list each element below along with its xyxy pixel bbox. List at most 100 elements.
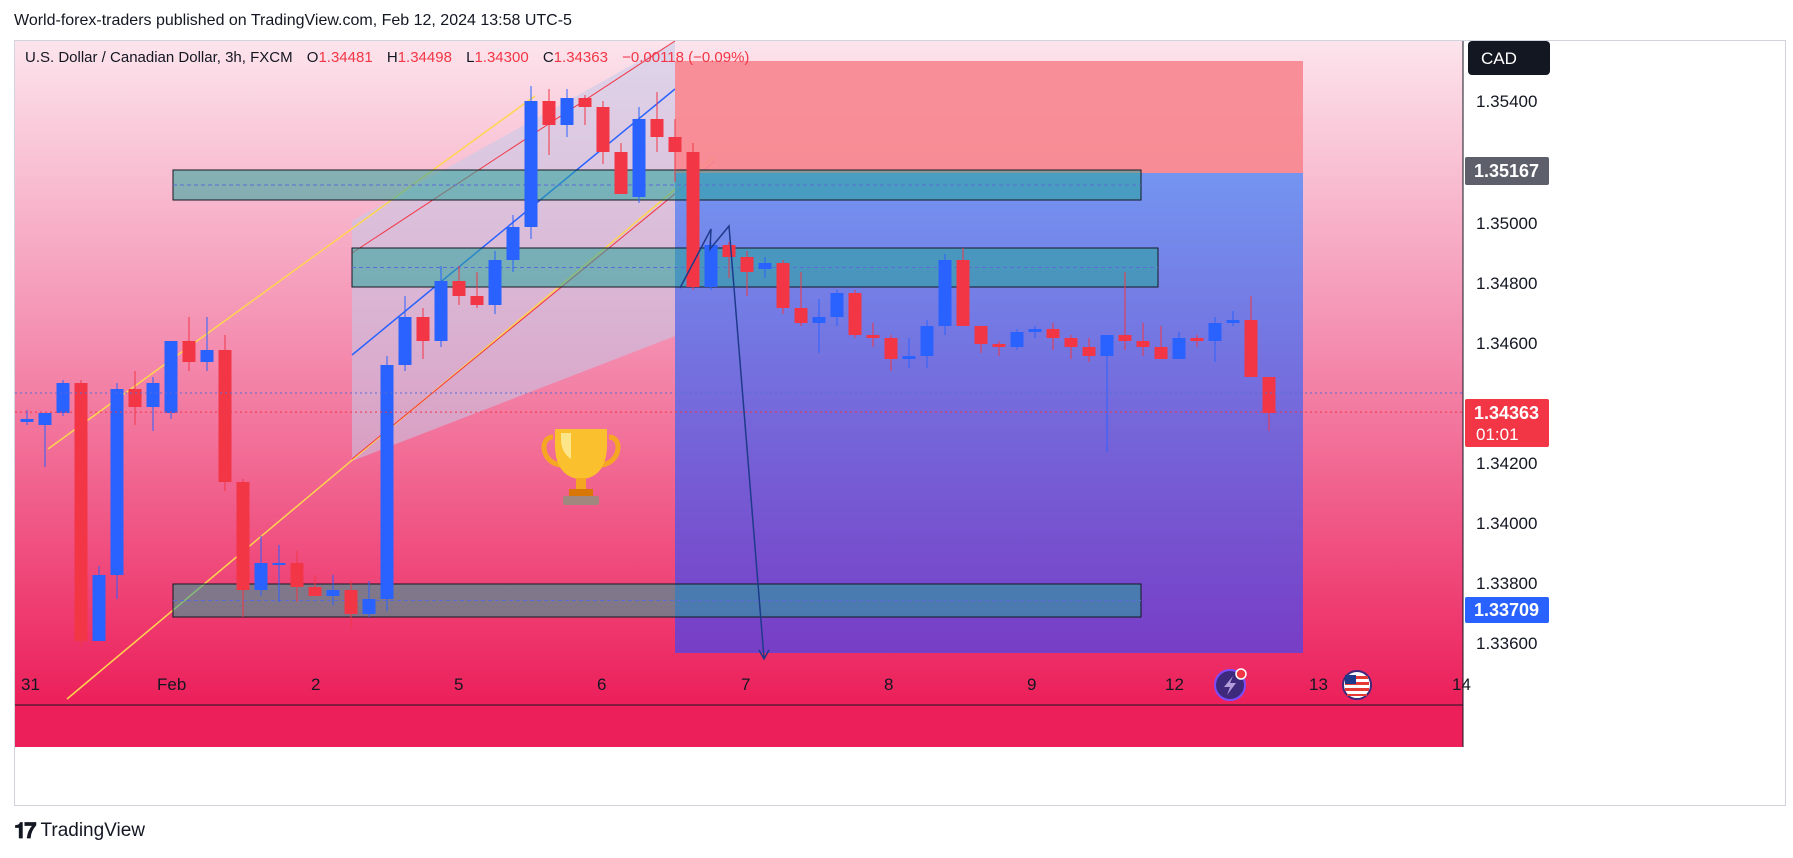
candle[interactable] xyxy=(1010,329,1024,350)
candle[interactable] xyxy=(56,380,70,416)
lightning-event-icon[interactable] xyxy=(1214,668,1247,701)
candle-body xyxy=(20,419,34,422)
candle[interactable] xyxy=(362,581,376,617)
currency-button[interactable]: CAD xyxy=(1468,41,1550,75)
candle[interactable] xyxy=(812,299,826,353)
candle[interactable] xyxy=(146,377,160,431)
candle[interactable] xyxy=(272,545,286,602)
candle[interactable] xyxy=(218,335,232,491)
candle[interactable] xyxy=(1100,335,1114,452)
candle[interactable] xyxy=(866,323,880,347)
candle[interactable] xyxy=(1046,323,1060,350)
candle[interactable] xyxy=(1208,317,1222,362)
candle[interactable] xyxy=(524,86,538,239)
channel-red-lower[interactable] xyxy=(351,160,716,460)
candle[interactable] xyxy=(326,575,340,605)
candle[interactable] xyxy=(560,89,574,137)
stop-loss-zone[interactable] xyxy=(675,61,1303,173)
candle[interactable] xyxy=(650,92,664,152)
tradingview-logo[interactable]: 𝟏𝟕 TradingView xyxy=(14,818,145,844)
candle[interactable] xyxy=(1064,335,1078,359)
candle[interactable] xyxy=(452,266,466,305)
candle[interactable] xyxy=(308,575,322,596)
channel-red-upper[interactable] xyxy=(351,41,676,254)
candle[interactable] xyxy=(506,215,520,272)
candle[interactable] xyxy=(92,566,106,641)
candle[interactable] xyxy=(110,383,124,599)
candle[interactable] xyxy=(1154,326,1168,359)
candle[interactable] xyxy=(290,551,304,602)
price-tick: 1.34200 xyxy=(1476,454,1537,473)
candle[interactable] xyxy=(164,341,178,419)
projection-path[interactable] xyxy=(679,224,765,659)
price-chart[interactable]: U.S. Dollar / Canadian Dollar, 3h, FXCM … xyxy=(15,41,1786,806)
candle-body xyxy=(542,101,556,125)
candle[interactable] xyxy=(704,242,718,290)
candle[interactable] xyxy=(1262,377,1276,431)
candle-body xyxy=(290,563,304,587)
candle[interactable] xyxy=(920,320,934,368)
candle-body xyxy=(362,599,376,614)
time-label: 13 xyxy=(1309,675,1328,694)
candle[interactable] xyxy=(254,536,268,596)
candle[interactable] xyxy=(1028,326,1042,338)
candle[interactable] xyxy=(578,95,592,125)
legend-h-label: H xyxy=(387,49,398,66)
candle[interactable] xyxy=(758,257,772,278)
candle-body xyxy=(812,317,826,323)
candle[interactable] xyxy=(1118,272,1132,350)
zones-layer xyxy=(172,169,1159,618)
candle-body xyxy=(1028,329,1042,332)
candle[interactable] xyxy=(974,326,988,353)
candle[interactable] xyxy=(686,143,700,290)
legend-c-value: 1.34363 xyxy=(554,49,608,66)
candle-body xyxy=(434,281,448,341)
candle[interactable] xyxy=(1190,335,1204,347)
candle[interactable] xyxy=(542,89,556,155)
price-ticks: 1.35400 1.35000 1.34800 1.34600 1.34200 … xyxy=(1476,92,1537,653)
candle[interactable] xyxy=(236,479,250,617)
candle[interactable] xyxy=(632,107,646,203)
candle[interactable] xyxy=(488,251,502,314)
candle[interactable] xyxy=(830,290,844,326)
time-label: 31 xyxy=(21,675,40,694)
candle[interactable] xyxy=(776,260,790,314)
target-high-value: 1.35167 xyxy=(1474,161,1539,181)
us-flag-icon[interactable] xyxy=(1342,670,1372,700)
candle[interactable] xyxy=(992,341,1006,356)
candle[interactable] xyxy=(1226,311,1240,326)
candle[interactable] xyxy=(848,290,862,338)
candle-body xyxy=(200,350,214,362)
candle[interactable] xyxy=(614,143,628,194)
candle[interactable] xyxy=(182,317,196,371)
candle[interactable] xyxy=(938,254,952,335)
candle[interactable] xyxy=(1082,338,1096,362)
candle[interactable] xyxy=(794,272,808,326)
candle[interactable] xyxy=(434,266,448,347)
candle[interactable] xyxy=(956,248,970,326)
candle[interactable] xyxy=(470,272,484,308)
candle[interactable] xyxy=(1136,323,1150,356)
candle[interactable] xyxy=(380,356,394,611)
candle[interactable] xyxy=(344,581,358,629)
candle-body xyxy=(866,335,880,338)
chart-frame[interactable]: U.S. Dollar / Canadian Dollar, 3h, FXCM … xyxy=(14,40,1786,806)
take-profit-zone[interactable] xyxy=(675,173,1303,653)
candle[interactable] xyxy=(884,335,898,371)
candle[interactable] xyxy=(722,242,736,278)
candle[interactable] xyxy=(74,380,88,647)
candle[interactable] xyxy=(416,308,430,359)
candle[interactable] xyxy=(902,338,916,368)
candle[interactable] xyxy=(596,101,610,164)
legend-h-value: 1.34498 xyxy=(398,49,452,66)
candle-body xyxy=(1136,341,1150,347)
candle[interactable] xyxy=(200,317,214,371)
candle-body xyxy=(326,590,340,596)
candle[interactable] xyxy=(668,119,682,182)
candle-body xyxy=(632,119,646,197)
candle[interactable] xyxy=(1244,296,1258,377)
candle[interactable] xyxy=(1172,332,1186,359)
candle[interactable] xyxy=(398,296,412,371)
candle[interactable] xyxy=(38,413,52,467)
candle[interactable] xyxy=(740,251,754,296)
